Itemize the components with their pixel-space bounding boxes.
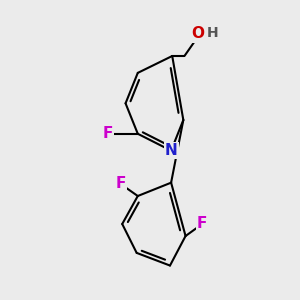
Text: F: F [116, 176, 126, 191]
Text: N: N [165, 143, 178, 158]
Text: F: F [103, 126, 113, 141]
Text: F: F [197, 217, 207, 232]
Text: O: O [191, 26, 204, 41]
Text: H: H [206, 26, 218, 40]
